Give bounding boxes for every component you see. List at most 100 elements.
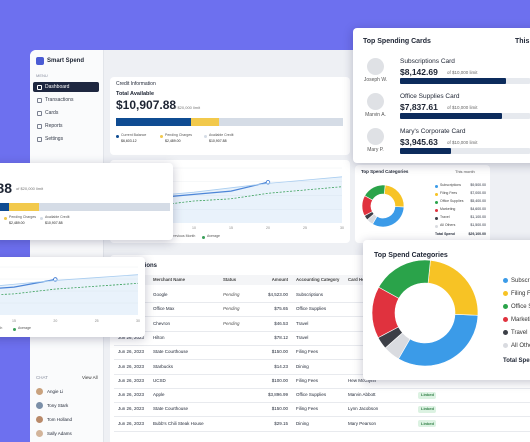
total-value: $29,100.00 bbox=[468, 232, 486, 236]
legend-name: Pending Charges bbox=[9, 215, 37, 219]
area bbox=[0, 274, 138, 315]
card-spent: $8,142.69 bbox=[400, 67, 438, 77]
legend-dot bbox=[435, 192, 438, 196]
legend-value: $10,907.88 bbox=[45, 221, 63, 225]
line bbox=[0, 282, 139, 295]
menu-item[interactable]: Cards bbox=[45, 110, 59, 116]
legend-dot bbox=[4, 216, 7, 220]
period: This month bbox=[455, 169, 475, 174]
card-holder: Hew McGlynn bbox=[348, 377, 377, 383]
amount: $75.65 bbox=[274, 306, 288, 312]
card-spent: $3,945.63 bbox=[400, 137, 438, 147]
row-divider bbox=[114, 402, 530, 403]
category: Filing Fees bbox=[296, 377, 319, 383]
legend-dot bbox=[204, 134, 207, 138]
chat-person[interactable]: Tony Stark bbox=[47, 402, 69, 408]
line bbox=[0, 274, 139, 286]
menu-icon bbox=[37, 85, 42, 90]
donut-segment bbox=[366, 213, 378, 225]
date: Jun 26, 2023 bbox=[118, 406, 145, 412]
category: Filing Fees bbox=[296, 406, 319, 412]
row-divider bbox=[114, 330, 530, 332]
available-amount: $10,907.88 bbox=[116, 98, 177, 112]
categories-zoom: Top Spend Categories Subscriptions Filing … bbox=[363, 240, 530, 380]
avatar bbox=[36, 402, 43, 409]
area bbox=[120, 176, 342, 223]
legend-dot bbox=[13, 327, 16, 331]
date: Jun 26, 2023 bbox=[118, 363, 145, 369]
table-header-bg bbox=[114, 275, 530, 285]
x-tick-label: 20 bbox=[53, 319, 58, 323]
legend-name: Current Balance bbox=[121, 133, 147, 137]
column-header: Amount bbox=[271, 277, 288, 282]
legend-dot bbox=[503, 278, 508, 283]
menu-item[interactable]: Settings bbox=[45, 136, 64, 142]
bar bbox=[400, 78, 506, 84]
legend-dot bbox=[40, 216, 43, 220]
legend-name: Marketing bbox=[440, 207, 456, 211]
legend-dot bbox=[116, 134, 119, 138]
credit-bar-segment bbox=[39, 203, 170, 211]
amount: $29.15 bbox=[274, 420, 288, 426]
legend-name: All Others bbox=[511, 343, 530, 349]
receipt-status: Linked bbox=[421, 406, 434, 412]
donut-segment bbox=[427, 259, 479, 316]
credit-bar-segment bbox=[9, 203, 40, 211]
donut-segment bbox=[384, 332, 411, 360]
menu-item[interactable]: Transactions bbox=[45, 97, 74, 103]
status: Pending bbox=[223, 306, 240, 312]
merchant: Apple bbox=[153, 392, 165, 398]
chart-zoom: 01051015202530Current MonthPrevious Mont… bbox=[0, 257, 145, 337]
period: This month bbox=[515, 38, 530, 45]
legend-name: Travel bbox=[511, 330, 528, 336]
row-divider bbox=[114, 344, 530, 346]
amount: $14.23 bbox=[274, 363, 288, 369]
card-holder: Marvin A. bbox=[365, 112, 386, 118]
category: Filing Fees bbox=[296, 349, 319, 355]
amount: $4,523.00 bbox=[267, 292, 288, 297]
card-holder: Marvin Abbott bbox=[348, 392, 376, 398]
legend-name: Marketing bbox=[511, 317, 530, 323]
avatar bbox=[36, 430, 43, 437]
chat-person[interactable]: Sally Adams bbox=[47, 430, 72, 436]
legend-dot bbox=[503, 291, 508, 296]
card-limit: of $10,000 limit bbox=[447, 105, 478, 110]
legend-name: Office Supplies bbox=[511, 304, 530, 310]
legend-dot bbox=[435, 224, 438, 228]
chat-person[interactable]: Tom Holland bbox=[47, 416, 73, 422]
total-name: Total Spend bbox=[503, 358, 530, 364]
amount: $150.00 bbox=[271, 406, 288, 412]
column-header: Status bbox=[223, 277, 237, 282]
credit-bar-segment bbox=[0, 203, 10, 211]
card-name: Mary's Corporate Card bbox=[400, 128, 466, 135]
legend-dot bbox=[435, 184, 438, 188]
panel-title: Top Spend Categories bbox=[374, 252, 448, 259]
badge bbox=[418, 391, 436, 399]
credit-panel: Credit Information Total Available $10,907… bbox=[110, 77, 350, 155]
menu-item[interactable]: Dashboard bbox=[45, 84, 70, 90]
card-spent: $7,837.61 bbox=[400, 102, 438, 112]
avatar bbox=[367, 128, 384, 145]
menu-icon bbox=[37, 137, 42, 142]
legend-name: Filing Fees bbox=[511, 291, 530, 297]
date: Jun 26, 2023 bbox=[118, 420, 145, 426]
merchant: UCSD bbox=[153, 377, 166, 383]
menu-item[interactable]: Reports bbox=[45, 123, 63, 129]
merchant: Starbucks bbox=[153, 363, 174, 369]
legend-dot bbox=[435, 216, 438, 220]
row-divider bbox=[114, 373, 530, 374]
avatar bbox=[367, 93, 384, 110]
legend-name: Average bbox=[207, 234, 220, 238]
view-all[interactable]: View All bbox=[82, 375, 98, 380]
column-header: Accounting Category bbox=[296, 277, 340, 282]
graphic bbox=[361, 184, 405, 228]
x-tick-label: 10 bbox=[192, 226, 196, 230]
legend-name: All Others bbox=[440, 223, 456, 227]
merchant: Hilton bbox=[153, 334, 165, 340]
legend-value: $2,489.00 bbox=[9, 221, 25, 225]
chat-person[interactable]: Angie Li bbox=[47, 388, 64, 394]
bar-track bbox=[400, 148, 530, 154]
total-available: Total Available bbox=[116, 91, 155, 97]
